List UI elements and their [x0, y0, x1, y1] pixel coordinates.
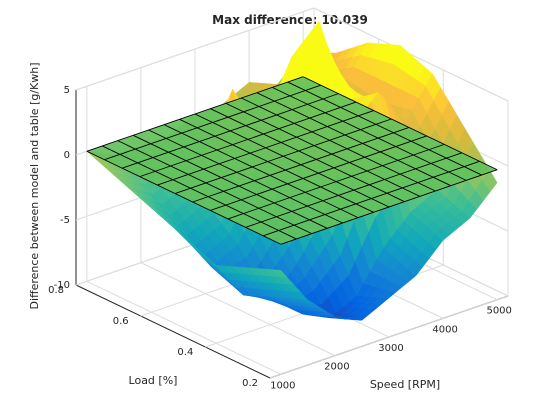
plane-mesh-line — [86, 150, 282, 245]
plane-mesh-line — [86, 76, 304, 152]
y-axis-label: Load [%] — [129, 374, 178, 387]
z-back-gridline — [75, 7, 315, 91]
y-tick-label: 0.4 — [177, 347, 193, 358]
plane-mesh-line — [287, 81, 482, 176]
x-tick-label: 1000 — [270, 380, 295, 391]
y-tick-label: 0.8 — [48, 285, 64, 296]
z-axis-label: Difference between model and table [g/Kw… — [28, 62, 41, 309]
x-tick-label: 3000 — [378, 343, 403, 354]
zero-reference-plane — [86, 76, 498, 245]
plane-mesh-line — [117, 140, 312, 235]
plane-mesh-line — [102, 145, 297, 240]
y-axis-line — [75, 284, 271, 379]
plane-mesh-line — [104, 84, 321, 161]
plane-mesh-line — [132, 134, 328, 229]
plane-mesh-line — [210, 108, 405, 203]
z-right-gridline — [313, 7, 509, 102]
plane-mesh-line — [302, 76, 498, 171]
x-tick-label: 4000 — [432, 324, 457, 335]
plane-mesh-line — [148, 129, 343, 224]
y-tick-label: 0.6 — [113, 316, 129, 327]
plane-mesh-line — [192, 127, 410, 203]
x-tick-label: 2000 — [324, 362, 349, 373]
z-tick-label: 0 — [64, 150, 70, 161]
plane-mesh-line — [179, 118, 374, 213]
x-tick-label: 5000 — [486, 306, 511, 317]
y-floor-gridline — [269, 295, 509, 379]
plane-mesh-line — [174, 118, 392, 194]
plane-mesh-line — [157, 110, 374, 186]
tick-labels: 1000 2000 3000 4000 5000 0.2 0.4 0.6 0.8-10 -5 0 5 — [48, 85, 512, 391]
chart-title: Max difference: 10.039 — [212, 13, 368, 27]
plane-mesh-line — [241, 97, 436, 192]
plane-mesh-line — [227, 143, 445, 220]
plane-mesh-line — [225, 102, 421, 197]
z-tick-label: -10 — [54, 280, 70, 291]
plane-mesh-line — [245, 152, 463, 228]
plane-mesh-line — [121, 93, 339, 169]
plane-mesh-line — [272, 86, 467, 181]
z-tick-label: 5 — [64, 85, 70, 96]
plane-mesh-line — [210, 135, 427, 211]
y-tick-label: 0.2 — [242, 378, 258, 389]
z-tick-label: -5 — [60, 215, 70, 226]
x-floor-gridline — [86, 280, 282, 375]
plane-mesh-line — [194, 113, 390, 208]
x-axis-label: Speed [RPM] — [370, 378, 440, 391]
plane-mesh-line — [139, 101, 357, 178]
x-floor-gridline — [140, 262, 336, 357]
plane-mesh-line — [263, 160, 480, 237]
plane-mesh-line — [280, 169, 498, 245]
plane-mesh-line — [163, 124, 359, 219]
plane-mesh-line — [256, 92, 452, 187]
